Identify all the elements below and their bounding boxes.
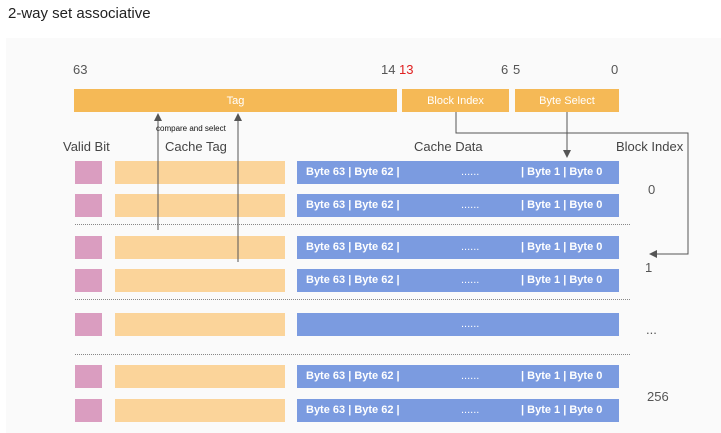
data-bytes-low: | Byte 1 | Byte 0 (521, 166, 603, 178)
block-index-arrow (455, 112, 689, 258)
page-title: 2-way set associative (8, 5, 151, 22)
bit-label-63: 63 (73, 62, 88, 77)
bit-label-5: 5 (513, 62, 521, 77)
cache-data-cell: Byte 63 | Byte 62 | ...... | Byte 1 | By… (297, 194, 619, 217)
byte-select-field: Byte Select (515, 89, 619, 112)
data-bytes-high: Byte 63 | Byte 62 | (306, 199, 400, 211)
compare-and-select-label: compare and select (156, 124, 226, 133)
data-bytes-low: | Byte 1 | Byte 0 (521, 241, 603, 253)
set-index-ellipsis: ... (646, 322, 657, 337)
block-index-field: Block Index (402, 89, 509, 112)
data-ellipsis: ...... (461, 404, 480, 416)
cache-tag-cell (115, 399, 285, 422)
cache-tag-cell (115, 236, 285, 259)
cache-data-cell: Byte 63 | Byte 62 | ...... | Byte 1 | By… (297, 269, 619, 292)
block-index-header: Block Index (616, 139, 684, 154)
set-index-1: 1 (645, 260, 653, 275)
cache-tag-cell (115, 269, 285, 292)
bit-label-6: 6 (501, 62, 509, 77)
data-bytes-low: | Byte 1 | Byte 0 (521, 404, 603, 416)
set-separator (75, 354, 630, 355)
data-ellipsis: ...... (461, 274, 480, 286)
valid-bit-cell (75, 269, 102, 292)
data-bytes-high: Byte 63 | Byte 62 | (306, 274, 400, 286)
data-bytes-high: Byte 63 | Byte 62 | (306, 241, 400, 253)
valid-bit-cell (75, 313, 102, 336)
cache-tag-header: Cache Tag (165, 139, 227, 154)
cache-data-cell: Byte 63 | Byte 62 | ...... | Byte 1 | By… (297, 236, 619, 259)
data-bytes-low: | Byte 1 | Byte 0 (521, 274, 603, 286)
set-index-256: 256 (647, 389, 669, 404)
set-separator (75, 299, 630, 300)
data-ellipsis: ...... (461, 370, 480, 382)
set-index-0: 0 (648, 182, 656, 197)
cache-data-cell: Byte 63 | Byte 62 | ...... | Byte 1 | By… (297, 365, 619, 388)
data-bytes-high: Byte 63 | Byte 62 | (306, 404, 400, 416)
valid-bit-cell (75, 194, 102, 217)
valid-bit-cell (75, 161, 102, 184)
bit-label-14: 14 (381, 62, 396, 77)
data-bytes-high: Byte 63 | Byte 62 | (306, 166, 400, 178)
data-bytes-low: | Byte 1 | Byte 0 (521, 370, 603, 382)
valid-bit-cell (75, 399, 102, 422)
data-ellipsis: ...... (461, 166, 480, 178)
data-bytes-low: | Byte 1 | Byte 0 (521, 199, 603, 211)
bit-label-13: 13 (399, 62, 414, 77)
valid-bit-header: Valid Bit (63, 139, 110, 154)
cache-data-cell: Byte 63 | Byte 62 | ...... | Byte 1 | By… (297, 399, 619, 422)
bit-label-0: 0 (611, 62, 619, 77)
valid-bit-cell (75, 365, 102, 388)
valid-bit-cell (75, 236, 102, 259)
cache-data-cell: ...... (297, 313, 619, 336)
cache-tag-cell (115, 313, 285, 336)
cache-data-cell: Byte 63 | Byte 62 | ...... | Byte 1 | By… (297, 161, 619, 184)
data-bytes-high: Byte 63 | Byte 62 | (306, 370, 400, 382)
tag-field: Tag (74, 89, 397, 112)
data-ellipsis: ...... (461, 241, 480, 253)
set-separator (75, 224, 630, 225)
cache-tag-cell (115, 365, 285, 388)
data-ellipsis: ...... (461, 318, 480, 330)
data-ellipsis: ...... (461, 199, 480, 211)
cache-data-header: Cache Data (414, 139, 483, 154)
